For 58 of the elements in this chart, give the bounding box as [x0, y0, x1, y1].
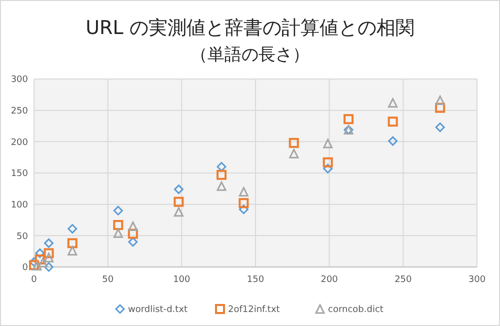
legend-label: 2of12inf.txt — [228, 305, 280, 316]
x-tick-label: 50 — [102, 275, 114, 285]
point — [113, 206, 123, 216]
point — [174, 207, 184, 217]
point — [323, 164, 333, 174]
point — [435, 96, 445, 106]
legend-label: wordlist-d.txt — [128, 305, 188, 316]
point — [174, 184, 184, 194]
legend-label: corncob.dict — [328, 305, 384, 316]
point — [216, 170, 227, 180]
y-tick-label: 300 — [10, 75, 28, 86]
point — [435, 102, 446, 113]
point — [128, 228, 138, 239]
point — [44, 252, 54, 262]
x-tick-label: 250 — [394, 275, 412, 285]
y-tick-label: 250 — [10, 106, 28, 116]
point — [67, 238, 78, 248]
point — [35, 248, 45, 258]
point — [38, 258, 48, 268]
point — [238, 204, 248, 214]
point — [322, 157, 333, 168]
y-tick-label: 50 — [16, 232, 28, 242]
point — [388, 116, 398, 127]
point — [113, 220, 124, 230]
x-tick-label: 0 — [31, 275, 38, 285]
point — [323, 138, 333, 148]
point — [435, 122, 445, 132]
x-tick-label: 300 — [468, 275, 486, 285]
point — [238, 198, 249, 208]
y-tick-label: 200 — [10, 138, 28, 148]
point — [44, 248, 54, 258]
point — [44, 262, 54, 272]
point — [29, 260, 39, 270]
y-tick-label: 150 — [10, 169, 28, 180]
chart-subtitle: （単語の長さ） — [190, 45, 310, 65]
point — [113, 228, 123, 238]
point — [174, 196, 184, 207]
point — [128, 237, 138, 247]
point — [388, 98, 398, 108]
point — [238, 187, 248, 197]
point — [128, 222, 138, 232]
x-tick-label: 100 — [173, 275, 191, 285]
point — [216, 162, 226, 172]
point — [32, 260, 42, 270]
point — [68, 246, 78, 256]
point — [344, 114, 354, 124]
point — [34, 254, 45, 264]
point — [68, 224, 78, 234]
y-tick-label: 0 — [22, 263, 28, 274]
point — [216, 181, 226, 191]
x-tick-label: 150 — [246, 275, 264, 285]
x-tick-label: 200 — [320, 275, 338, 285]
chart-title: URL の実測値と辞書の計算値との相関 — [86, 17, 414, 39]
point — [44, 238, 54, 248]
point — [289, 148, 299, 158]
point — [388, 136, 398, 146]
y-tick-label: 100 — [10, 200, 28, 210]
point — [288, 138, 299, 148]
